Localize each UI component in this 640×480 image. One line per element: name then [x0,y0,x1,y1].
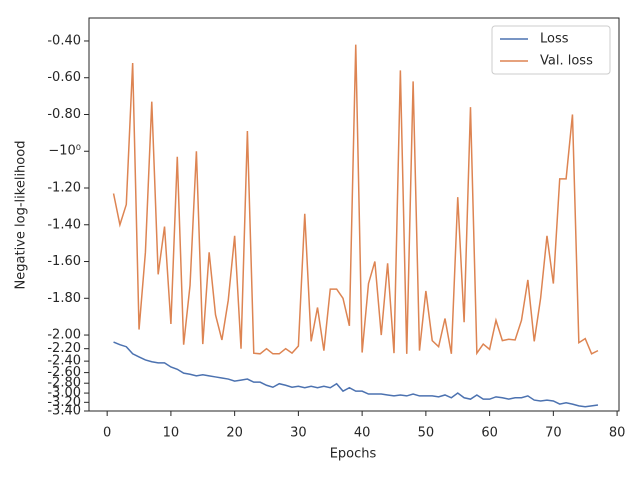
y-tick-label: −10⁰ [48,144,81,159]
x-tick-label: 10 [163,426,180,441]
y-tick-label: -2.60 [47,365,81,380]
y-tick-label: -0.40 [47,33,81,48]
legend-box [491,25,611,75]
x-axis-label: Epochs [330,447,377,462]
y-tick-label: -2.40 [47,354,81,369]
y-tick-label: -2.20 [47,341,81,356]
x-tick-label: 50 [418,426,435,441]
y-tick-label: -0.80 [47,107,81,122]
legend-label: Loss [540,32,569,47]
line-series [112,44,599,356]
y-tick-label: -3.20 [47,395,81,410]
y-tick-label: -2.00 [47,328,81,343]
legend-label: Val. loss [540,54,593,69]
y-tick-label: -1.80 [47,291,81,306]
x-tick-label: 0 [103,426,111,441]
x-tick-label: 40 [354,426,371,441]
y-axis-label: Negative log-likelihood [14,141,29,290]
y-tick-label: -1.60 [47,254,81,269]
y-tick-label: -2.80 [47,376,81,391]
x-tick-label: 80 [609,426,626,441]
y-tick-label: -3.00 [47,386,81,401]
line-series [113,341,599,408]
y-tick-label: -1.40 [47,217,81,232]
y-tick-label: -3.40 [47,404,81,419]
x-tick-label: 60 [481,426,498,441]
x-tick-label: 70 [545,426,562,441]
x-tick-label: 30 [290,426,307,441]
x-tick-label: 20 [226,426,243,441]
axes-frame [88,17,620,412]
y-tick-label: -0.60 [47,70,81,85]
y-tick-label: -1.20 [47,181,81,196]
